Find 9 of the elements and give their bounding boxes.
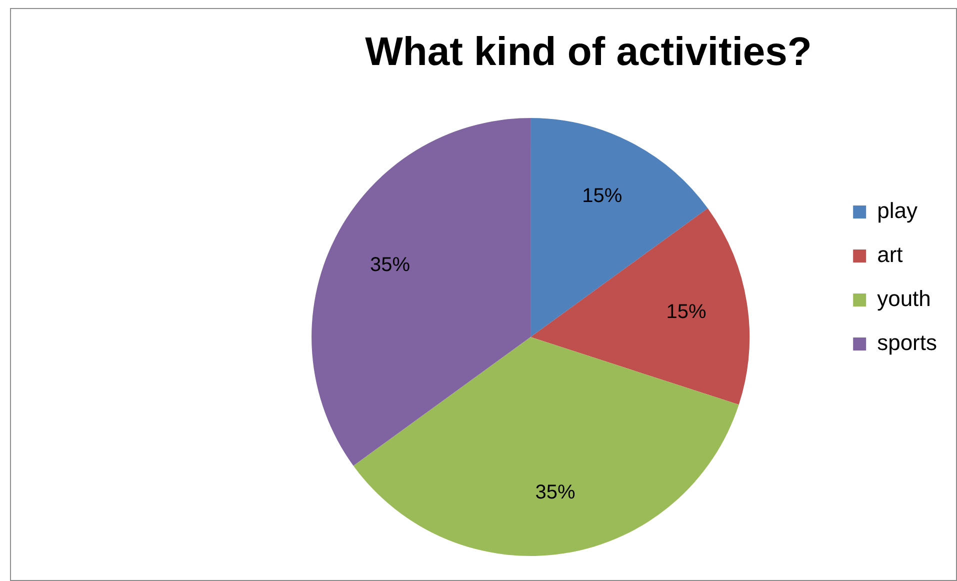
data-label: 35%	[370, 254, 410, 276]
chart-title: What kind of activities?	[365, 30, 812, 74]
data-label: 35%	[535, 481, 576, 504]
legend-label: art	[877, 242, 903, 268]
data-label: 15%	[666, 300, 707, 323]
data-label: 15%	[582, 185, 622, 208]
legend-label: youth	[877, 286, 931, 312]
legend-label: sports	[877, 330, 938, 356]
legend-label: play	[877, 198, 918, 224]
